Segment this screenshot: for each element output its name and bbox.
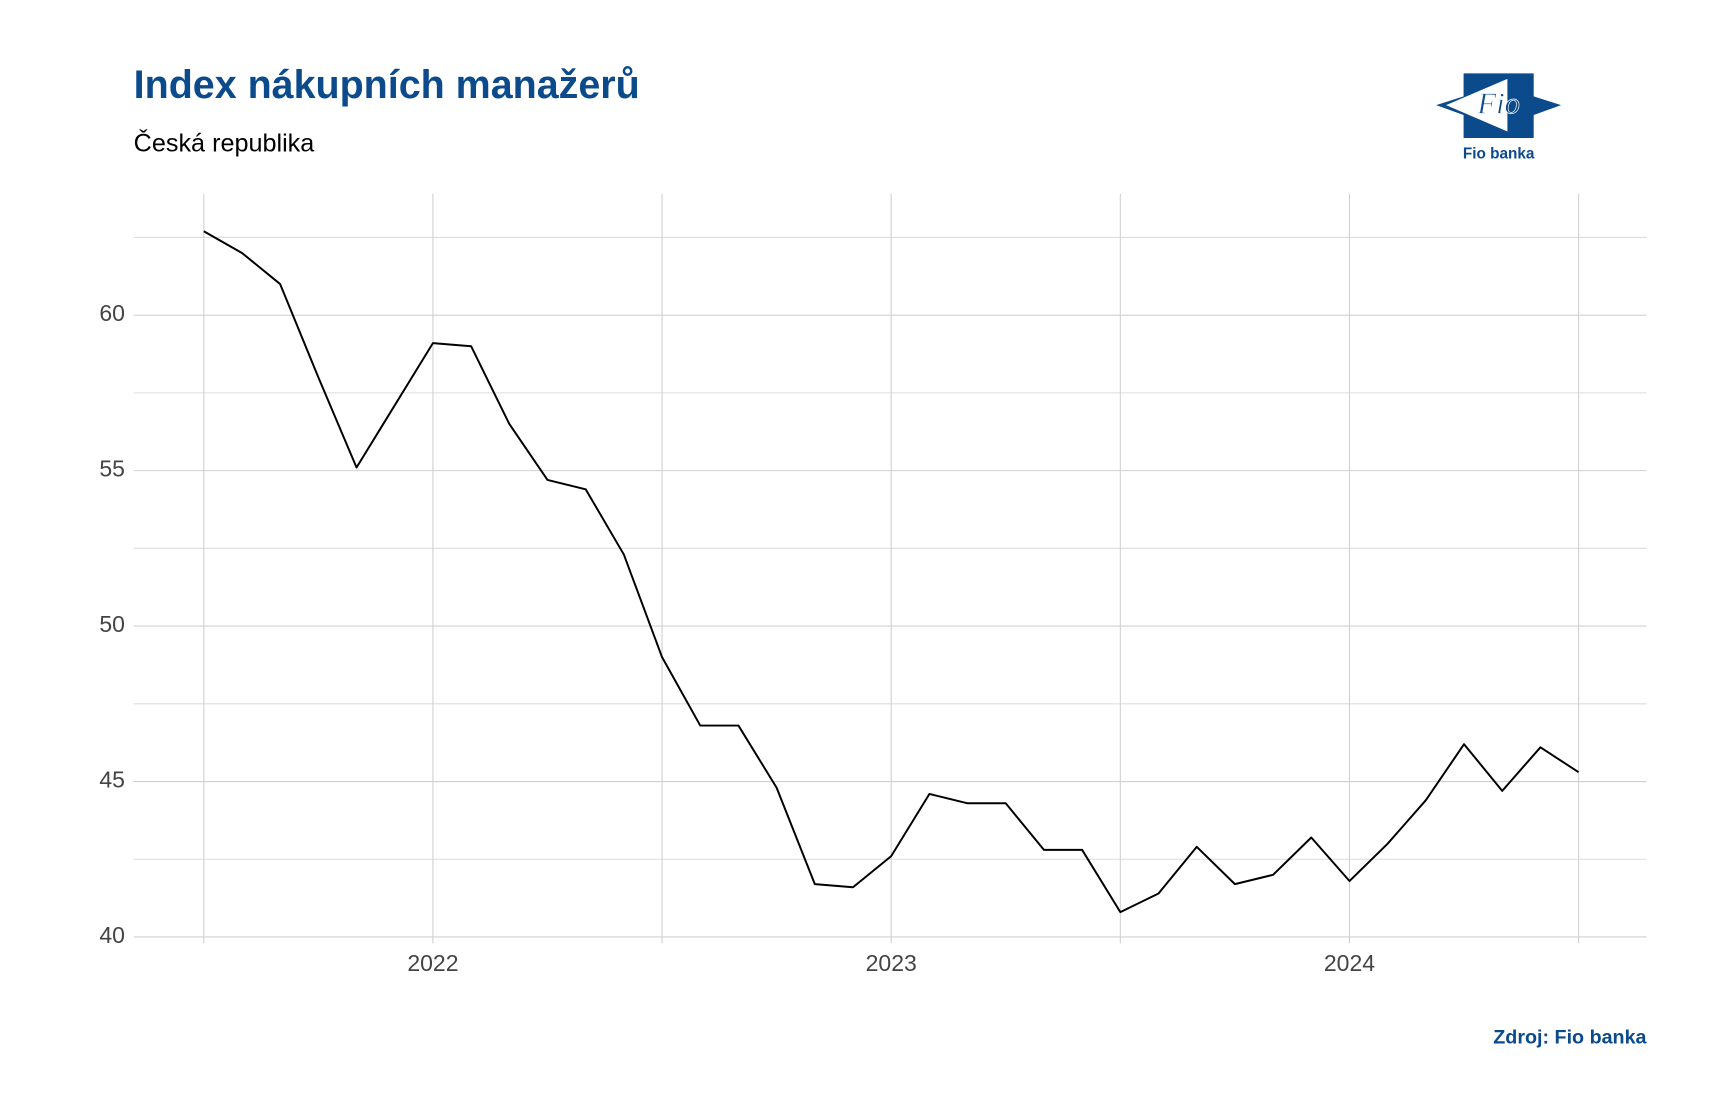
- y-tick-label: 60: [99, 300, 125, 326]
- y-tick-label: 55: [99, 456, 125, 482]
- chart-title: Index nákupních manažerů: [134, 63, 640, 107]
- plot: [203, 230, 1580, 914]
- y-tick-label: 50: [99, 611, 125, 637]
- x-tick-label: 2023: [866, 950, 917, 976]
- source: Zdroj: Fio banka: [1493, 1027, 1647, 1049]
- x-tick-label: 2024: [1324, 950, 1375, 976]
- x-tick-label: 2022: [407, 950, 458, 976]
- y-tick-label: 40: [99, 922, 125, 948]
- logo: Fio Fio banka: [1436, 73, 1562, 163]
- logo-text: Fio: [1476, 86, 1520, 120]
- line: [203, 230, 1580, 914]
- chart-subtitle: Česká republika: [134, 128, 316, 157]
- logo-flag: [1446, 78, 1508, 132]
- logo-caption: Fio banka: [1463, 146, 1535, 163]
- y-tick-label: 45: [99, 767, 125, 793]
- grid: 40 45 50 55 60 2022 2023 2024: [99, 193, 1647, 976]
